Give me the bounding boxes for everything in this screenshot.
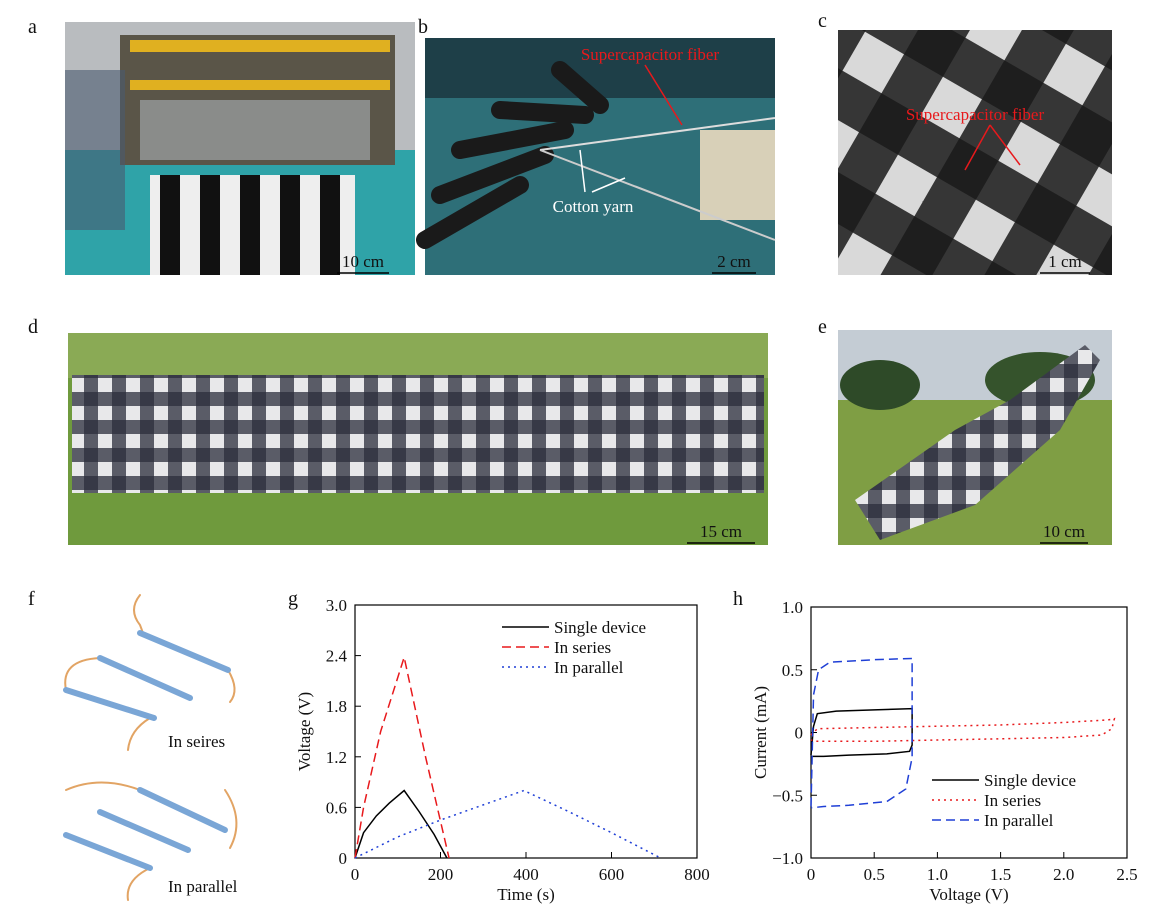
photo-a <box>65 22 415 275</box>
data-line <box>355 791 661 858</box>
y-tick-label: 2.4 <box>326 647 348 666</box>
x-tick-label: 600 <box>599 865 625 884</box>
legend-label: In parallel <box>984 811 1054 830</box>
scale-bar-label: 10 cm <box>1043 522 1085 541</box>
legend-label: In series <box>984 791 1041 810</box>
annotation: Supercapacitor fiber <box>581 45 720 64</box>
x-axis-title: Time (s) <box>497 885 554 904</box>
diagram-label: In seires <box>168 732 225 751</box>
y-tick-label: 0.5 <box>782 661 803 680</box>
panel-label: d <box>28 316 38 338</box>
y-tick-label: 0.6 <box>326 798 347 817</box>
panel-label: f <box>28 588 35 610</box>
photo-d <box>68 333 768 545</box>
panel-label: h <box>733 588 743 610</box>
panel-label: e <box>818 316 827 338</box>
legend-label: Single device <box>984 771 1076 790</box>
panel-label: g <box>288 588 298 610</box>
y-axis-title: Voltage (V) <box>295 692 314 771</box>
y-tick-label: 0 <box>339 849 348 868</box>
panel-label: b <box>418 16 428 38</box>
x-tick-label: 0 <box>807 865 816 884</box>
x-axis-title: Voltage (V) <box>929 885 1008 904</box>
x-tick-label: 1.0 <box>927 865 948 884</box>
y-tick-label: 1.8 <box>326 697 347 716</box>
data-line <box>355 657 449 858</box>
plot-frame <box>355 605 697 858</box>
x-tick-label: 400 <box>513 865 539 884</box>
legend-label: In series <box>554 638 611 657</box>
annotation: Supercapacitor fiber <box>906 105 1045 124</box>
legend-label: In parallel <box>554 658 624 677</box>
diagram-label: In parallel <box>168 877 238 896</box>
panel-label: c <box>818 10 827 32</box>
photo-e <box>838 330 1112 545</box>
x-tick-label: 200 <box>428 865 454 884</box>
scale-bar-label: 1 cm <box>1048 252 1082 271</box>
y-tick-label: 1.0 <box>782 598 803 617</box>
figure: a b c d e f g h 10 cm 2 cm 1 cm 15 cm 10… <box>0 0 1153 904</box>
x-tick-label: 0 <box>351 865 360 884</box>
y-tick-label: 3.0 <box>326 596 347 615</box>
y-axis-title: Current (mA) <box>751 686 770 779</box>
y-tick-label: −0.5 <box>772 786 803 805</box>
legend-label: Single device <box>554 618 646 637</box>
x-tick-label: 800 <box>684 865 710 884</box>
x-tick-label: 1.5 <box>990 865 1011 884</box>
annotation: Cotton yarn <box>553 197 634 216</box>
data-line <box>811 709 912 757</box>
scale-bar-label: 2 cm <box>717 252 751 271</box>
x-tick-label: 0.5 <box>864 865 885 884</box>
y-tick-label: −1.0 <box>772 849 803 868</box>
panel-label: a <box>28 16 37 38</box>
y-tick-label: 0 <box>795 724 804 743</box>
data-line <box>811 658 912 807</box>
scale-bar-label: 10 cm <box>342 252 384 271</box>
data-line <box>355 791 447 858</box>
photo-b <box>425 38 775 275</box>
scale-bar-label: 15 cm <box>700 522 742 541</box>
x-tick-label: 2.0 <box>1053 865 1074 884</box>
x-tick-label: 2.5 <box>1116 865 1137 884</box>
y-tick-label: 1.2 <box>326 748 347 767</box>
data-line <box>811 719 1114 742</box>
